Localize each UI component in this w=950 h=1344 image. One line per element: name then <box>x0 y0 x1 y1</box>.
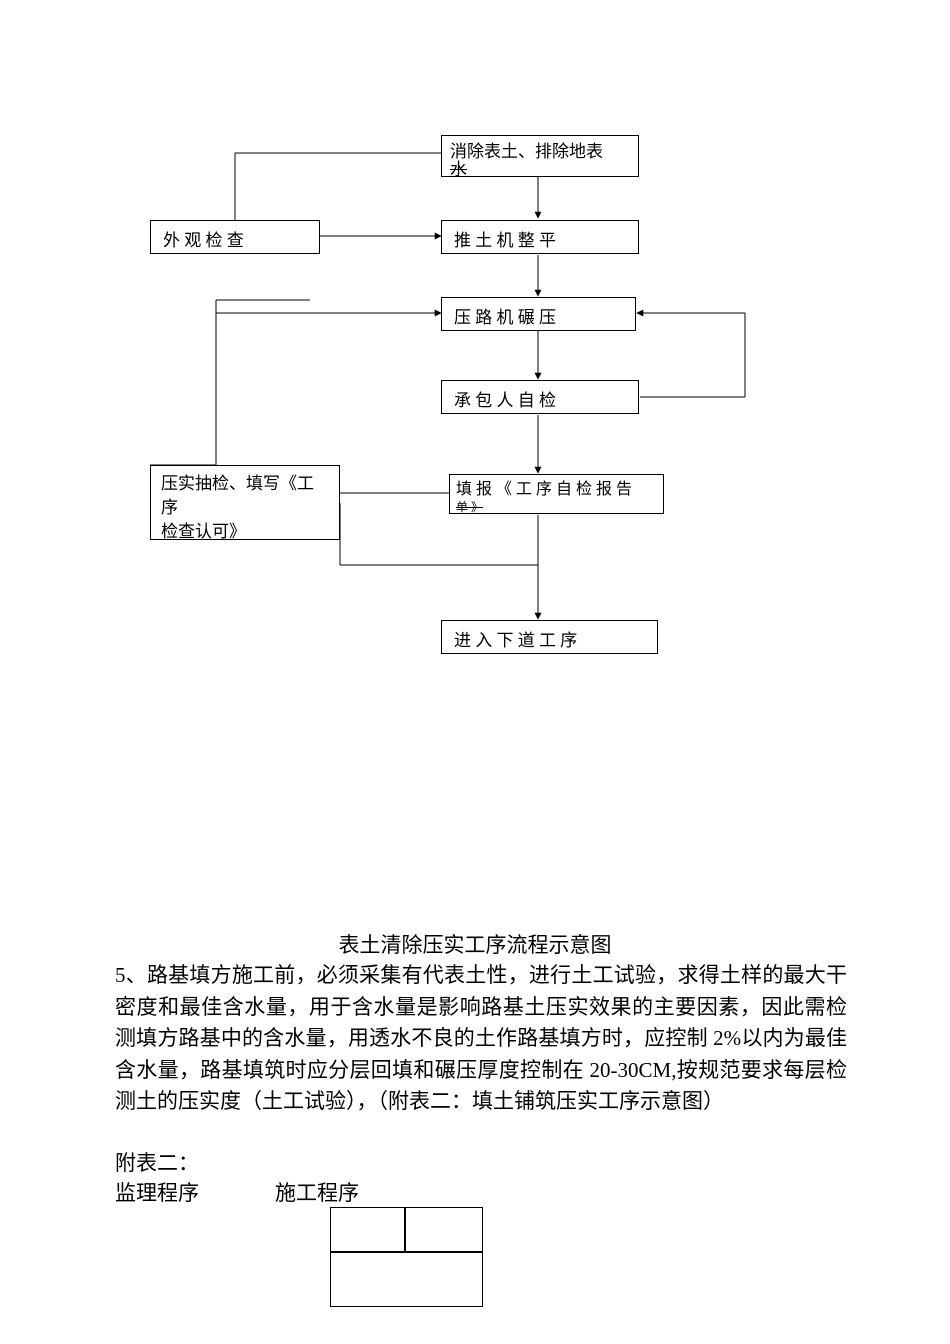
node-next-procedure: 进 入 下 道 工 序 <box>441 620 658 654</box>
node-label: 进 入 下 道 工 序 <box>454 631 577 650</box>
node-sub-label: 水 <box>450 158 467 182</box>
node-label: 消除表土、排除地表 <box>450 142 603 161</box>
flowchart-container: 消除表土、排除地表 水 外 观 检 查 推 土 机 整 平 压 路 机 碾 压 … <box>0 135 950 705</box>
subtitle-text: 表土清除压实工序流程示意图 <box>339 933 612 957</box>
node-fill-selfcheck-report: 填 报 《 工 序 自 检 报 告 单 》 <box>449 474 664 514</box>
node-label: 压 路 机 碾 压 <box>454 308 556 327</box>
small-box-2 <box>405 1207 483 1252</box>
column-2-header: 施工程序 <box>275 1178 359 1210</box>
node-label-line3: 检查认可》 <box>161 520 329 544</box>
col1-text: 监理程序 <box>115 1181 199 1205</box>
column-1-header: 监理程序 <box>115 1178 199 1210</box>
node-remove-topsoil: 消除表土、排除地表 水 <box>441 135 639 177</box>
node-label-line1: 压实抽检、填写《工 <box>161 472 329 496</box>
node-label: 外 观 检 查 <box>163 231 244 250</box>
small-box-3 <box>330 1252 483 1307</box>
appendix-label: 附表二： <box>115 1148 199 1180</box>
node-contractor-selfcheck: 承 包 人 自 检 <box>441 380 639 414</box>
appendix-text: 附表二： <box>115 1151 199 1175</box>
node-roller-compaction: 压 路 机 碾 压 <box>441 297 636 331</box>
node-compaction-spotcheck: 压实抽检、填写《工 序 检查认可》 <box>150 465 340 540</box>
col2-text: 施工程序 <box>275 1181 359 1205</box>
node-label: 推 土 机 整 平 <box>454 231 556 250</box>
node-visual-inspection: 外 观 检 查 <box>150 220 320 254</box>
node-label-line2: 序 <box>161 496 329 520</box>
node-bulldozer-leveling: 推 土 机 整 平 <box>441 220 639 254</box>
node-sub-label: 单 》 <box>456 499 483 516</box>
small-box-1 <box>330 1207 405 1252</box>
node-label: 承 包 人 自 检 <box>454 391 556 410</box>
paragraph-text: 5、路基填方施工前，必须采集有代表土性，进行土工试验，求得土样的最大干密度和最佳… <box>115 963 847 1113</box>
node-label: 填 报 《 工 序 自 检 报 告 <box>456 481 632 498</box>
flowchart-title: 表土清除压实工序流程示意图 <box>0 930 950 962</box>
paragraph-5: 5、路基填方施工前，必须采集有代表土性，进行土工试验，求得土样的最大干密度和最佳… <box>115 960 847 1118</box>
